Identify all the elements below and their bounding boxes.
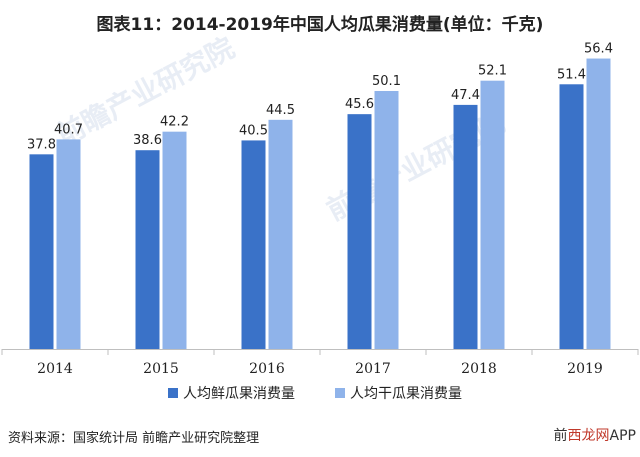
bar-2017-series-1 <box>347 114 372 349</box>
legend-swatch-series-1 <box>168 388 178 398</box>
data-label-2014-series-2: 40.7 <box>54 122 83 137</box>
data-label-2015-series-2: 42.2 <box>160 115 189 130</box>
data-label-2019-series-2: 56.4 <box>584 42 613 57</box>
corner-brand-watermark: 前西龙网APP <box>554 425 636 445</box>
x-tick-label-2017: 2017 <box>355 361 391 377</box>
bar-2015-series-2 <box>162 131 187 349</box>
x-tick-label-2015: 2015 <box>143 361 179 377</box>
bar-2017-series-2 <box>374 90 399 350</box>
data-label-2019-series-1: 51.4 <box>557 67 586 82</box>
data-label-2018-series-2: 52.1 <box>478 64 507 79</box>
bar-2016-series-2 <box>268 119 293 349</box>
data-label-2018-series-1: 47.4 <box>451 88 480 103</box>
data-labels-layer: 37.840.7 38.6 42.2 40.5 44.5 45.6 50.1 47.4 52.1… <box>27 42 613 153</box>
bar-2016-series-1 <box>241 140 266 349</box>
legend-swatch-series-2 <box>335 388 345 398</box>
bars-layer <box>29 58 611 350</box>
x-tick-label-2018: 2018 <box>461 361 497 377</box>
x-tick-label-2014: 2014 <box>37 361 73 377</box>
data-label-2015-series-1: 38.6 <box>133 133 162 148</box>
legend: 人均鲜瓜果消费量 人均干瓜果消费量 <box>168 386 462 402</box>
data-label-2017-series-1: 45.6 <box>345 97 374 112</box>
corner-brand-right: APP <box>609 428 636 444</box>
source-note: 资料来源：国家统计局 前瞻产业研究院整理 <box>8 431 260 446</box>
corner-brand-left: 前 <box>553 428 568 444</box>
chart-title: 图表11：2014-2019年中国人均瓜果消费量(单位：千克) <box>96 15 544 35</box>
bar-2019-series-2 <box>586 58 611 349</box>
data-label-2016-series-2: 44.5 <box>266 103 295 118</box>
x-axis: 2014 2015 2016 2017 2018 2019 <box>1 349 639 377</box>
data-label-2014-series-1: 37.8 <box>27 137 56 152</box>
corner-brand-highlight: 西龙网 <box>567 428 610 444</box>
x-tick-label-2019: 2019 <box>567 361 603 377</box>
bar-2014-series-1 <box>29 154 54 349</box>
x-tick-label-2016: 2016 <box>249 361 285 377</box>
bar-2018-series-1 <box>453 104 478 349</box>
bar-2018-series-2 <box>480 80 505 349</box>
legend-label-series-2: 人均干瓜果消费量 <box>350 386 462 402</box>
bar-2019-series-1 <box>559 84 584 349</box>
legend-label-series-1: 人均鲜瓜果消费量 <box>183 386 295 402</box>
data-label-2017-series-2: 50.1 <box>372 74 401 89</box>
bar-2014-series-2 <box>56 139 81 349</box>
data-label-2016-series-1: 40.5 <box>239 123 268 138</box>
bar-2015-series-1 <box>135 150 160 349</box>
